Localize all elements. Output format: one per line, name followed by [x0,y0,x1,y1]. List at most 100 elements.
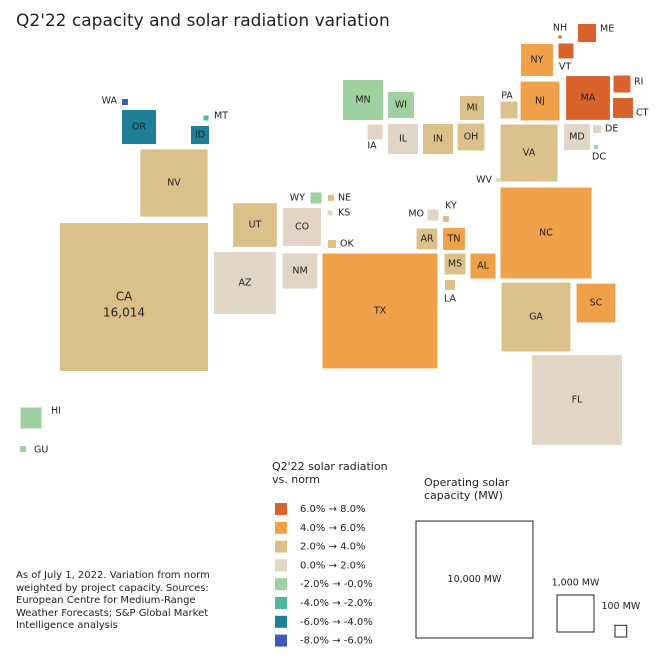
size-legend-square [415,520,534,639]
state-label: CA [116,290,133,304]
state-square [214,252,276,314]
state-square [576,283,616,323]
state-label: LA [444,294,457,305]
size-legend-square [556,594,595,633]
state-square [327,210,333,216]
legend-swatch [275,578,287,591]
legend-title: Q2'22 solar radiation vs. norm [272,460,388,486]
state-label: FL [572,395,583,406]
state-label: TN [447,234,461,245]
state-square [443,216,449,222]
state-square [203,115,209,121]
state-label: WI [395,100,407,111]
state-label: HI [51,406,61,417]
state-square [427,209,439,221]
size-legend-square [614,624,628,638]
state-square [327,239,337,249]
legend-swatch [275,540,287,553]
state-label: NY [531,55,544,66]
legend-label: 2.0% → 4.0% [300,542,366,553]
state-label: IA [367,141,377,152]
state-square [564,124,590,150]
state-square [310,192,322,204]
state-label: AZ [238,278,251,289]
state-square [457,123,485,151]
state-square [520,43,554,77]
state-square [422,123,454,155]
state-label: VT [559,62,571,73]
value-label: 16,014 [103,306,145,320]
state-label: NJ [535,96,545,107]
legend-swatch [275,597,287,609]
legend-label: 0.0% → 2.0% [300,560,366,571]
state-square [322,253,438,369]
state-square [328,195,334,201]
state-square [388,92,414,118]
state-label: OR [132,122,146,133]
state-label: TX [373,306,387,317]
state-label: WV [476,175,492,186]
state-label: CT [636,108,649,119]
state-label: NE [338,193,351,204]
state-square [342,79,384,121]
state-label: AL [477,261,489,272]
state-square [613,98,633,118]
legend-swatch [275,521,287,534]
state-label: KY [445,201,457,212]
state-label: UT [249,220,262,231]
state-square [233,203,277,247]
state-square [190,125,210,145]
legend-swatch [275,559,287,572]
state-square [283,208,321,246]
state-square [520,81,560,121]
legend-label: 6.0% → 8.0% [300,504,366,515]
state-label: DC [592,152,606,163]
state-label: MI [467,103,478,114]
state-square [558,35,562,39]
state-square [592,124,602,134]
state-square [558,43,574,59]
legend-label: -4.0% → -2.0% [300,598,373,609]
state-label: GA [529,312,543,323]
state-square [122,99,128,105]
state-square [60,223,208,371]
state-square [445,280,455,290]
state-square [387,123,419,155]
state-square [593,144,599,150]
state-label: GU [34,445,48,456]
state-square [20,407,42,429]
legend-swatch [275,503,287,515]
state-label: MO [408,209,424,220]
state-square [416,228,438,250]
state-label: KS [338,208,350,219]
legend-label: -8.0% → -6.0% [300,636,373,647]
state-square [470,253,496,279]
state-square [532,355,622,445]
state-square [443,228,465,250]
state-label: IL [399,134,408,145]
state-label: MS [448,259,462,270]
state-square [501,282,571,352]
state-square [282,253,318,289]
state-label: NM [292,266,307,277]
legend-label: -2.0% → -0.0% [300,579,373,590]
chart-title: Q2'22 capacity and solar radiation varia… [16,11,390,31]
state-label: WY [290,193,305,204]
state-square [577,23,597,43]
state-label: AR [420,234,433,245]
state-label: ME [600,24,614,35]
note: As of July 1, 2022. Variation from norm … [16,570,210,631]
state-label: PA [501,91,513,102]
size-legend-label: 100 MW [601,601,640,612]
state-square [495,177,501,183]
state-label: OH [464,132,479,143]
state-label: NH [553,23,567,34]
state-square [140,149,208,217]
state-square [367,124,383,140]
legend-swatch [275,634,287,647]
state-label: NV [167,178,181,189]
state-square [613,75,631,93]
state-square [121,109,157,145]
state-label: VA [523,148,536,159]
